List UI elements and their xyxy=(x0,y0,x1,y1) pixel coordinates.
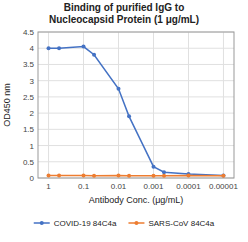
series-marker xyxy=(92,53,96,57)
x-tick-label: 0.0001 xyxy=(176,182,201,191)
series-marker xyxy=(82,173,86,177)
y-tick-label: 3 xyxy=(30,77,35,86)
x-tick-label: 0.001 xyxy=(143,182,164,191)
y-tick-label: 0.5 xyxy=(23,158,35,167)
series-marker xyxy=(117,173,121,177)
series-marker xyxy=(57,46,61,50)
y-tick-label: 3.5 xyxy=(23,60,35,69)
series-line xyxy=(49,47,224,176)
series-marker xyxy=(47,46,51,50)
y-tick-label: 4.5 xyxy=(23,28,35,37)
y-tick-label: 0 xyxy=(30,174,35,183)
series-marker xyxy=(127,174,131,178)
x-tick-label: 0.00001 xyxy=(209,182,238,191)
x-grid-line xyxy=(153,32,154,178)
series-marker xyxy=(186,173,190,177)
title: Binding of purified IgG toNucleocapsid P… xyxy=(49,2,199,25)
legend-marker xyxy=(134,221,138,225)
x-grid-line xyxy=(83,32,84,178)
chart-container: Binding of purified IgG toNucleocapsid P… xyxy=(0,0,248,242)
series-marker xyxy=(92,174,96,178)
chart-svg: Binding of purified IgG toNucleocapsid P… xyxy=(0,0,248,242)
x-grid-line xyxy=(188,32,189,178)
series-marker xyxy=(82,45,86,49)
series-marker xyxy=(117,87,121,91)
series-marker xyxy=(127,114,131,118)
series-line xyxy=(49,175,224,177)
legend-label: SARS-CoV 84C4a xyxy=(148,219,214,228)
y-tick-label: 2.5 xyxy=(23,93,35,102)
plot-frame xyxy=(38,32,234,178)
x-axis-label: Antibody Conc. (μg/mL) xyxy=(89,195,184,205)
legend-marker xyxy=(40,221,44,225)
series-marker xyxy=(151,174,155,178)
legend-label: COVID-19 84C4a xyxy=(54,219,117,228)
series-marker xyxy=(221,173,225,177)
series-marker xyxy=(57,173,61,177)
x-grid-line xyxy=(223,32,224,178)
y-grid-line xyxy=(38,64,234,65)
y-grid-line xyxy=(38,113,234,114)
legend-item: SARS-CoV 84C4a xyxy=(128,219,214,228)
legend-item: COVID-19 84C4a xyxy=(34,219,117,228)
series-marker xyxy=(221,174,225,178)
y-grid-line xyxy=(38,80,234,81)
title-line: Nucleocapsid Protein (1 μg/mL) xyxy=(49,14,199,25)
y-grid-line xyxy=(38,96,234,97)
y-axis-label: OD450 nm xyxy=(2,83,12,127)
y-tick-label: 1 xyxy=(30,142,35,151)
y-tick-label: 4 xyxy=(30,44,35,53)
series-marker xyxy=(162,170,166,174)
x-grid-line xyxy=(48,32,49,178)
title-line: Binding of purified IgG to xyxy=(64,2,185,13)
grid xyxy=(38,32,234,178)
x-tick-label: 0.01 xyxy=(111,182,127,191)
series-marker xyxy=(151,165,155,169)
y-grid-line xyxy=(38,161,234,162)
series-marker xyxy=(162,174,166,178)
x-grid-line xyxy=(118,32,119,178)
data-layer xyxy=(47,45,226,178)
y-grid-line xyxy=(38,145,234,146)
series-marker xyxy=(47,173,51,177)
y-tick-label: 1.5 xyxy=(23,125,35,134)
x-tick-label: 1 xyxy=(46,182,51,191)
legend: COVID-19 84C4a SARS-CoV 84C4a xyxy=(34,219,215,228)
y-tick-label: 2 xyxy=(30,109,35,118)
x-tick-label: 0.1 xyxy=(78,182,90,191)
